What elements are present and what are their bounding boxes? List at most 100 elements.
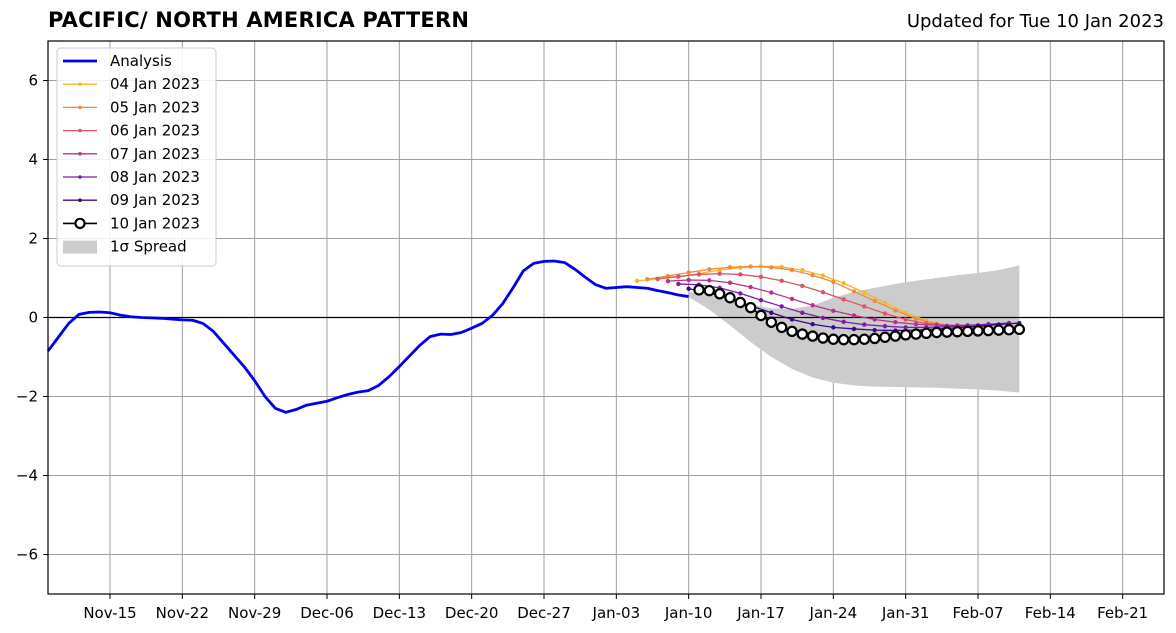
data-point [930, 326, 943, 339]
legend-label: 1σ Spread [110, 238, 187, 256]
x-tick-label: Dec-27 [517, 604, 571, 622]
data-point [910, 328, 922, 340]
data-point [827, 333, 840, 345]
legend-entry: 04 Jan 2023 [63, 75, 200, 93]
legend-label: 08 Jan 2023 [110, 168, 200, 186]
data-point [786, 325, 798, 338]
data-point [800, 283, 805, 289]
x-tick-label: Feb-21 [1097, 604, 1148, 622]
data-point [882, 311, 888, 316]
legend-label: 04 Jan 2023 [110, 75, 200, 93]
x-tick-label: Jan-17 [736, 604, 785, 622]
data-point [851, 313, 857, 318]
data-point [1013, 323, 1026, 336]
data-point [703, 284, 716, 297]
data-point [920, 327, 933, 339]
chart-title: PACIFIC/ NORTH AMERICA PATTERN [48, 8, 470, 32]
data-point [817, 332, 829, 344]
data-point [851, 326, 857, 332]
data-point [727, 280, 733, 285]
legend-entry: 1σ Spread [63, 238, 187, 256]
data-point [665, 278, 671, 284]
data-point [903, 325, 908, 330]
data-point [899, 329, 912, 341]
x-tick-label: Nov-29 [228, 604, 281, 622]
data-point [717, 271, 722, 276]
x-tick-label: Feb-07 [952, 604, 1003, 622]
data-point [758, 297, 764, 303]
data-point [645, 276, 650, 282]
data-point [848, 333, 860, 346]
data-point [862, 304, 867, 309]
data-point [744, 301, 757, 314]
data-point [738, 272, 743, 277]
data-point [800, 267, 805, 273]
x-tick-label: Dec-06 [300, 604, 354, 622]
legend: Analysis 04 Jan 2023 05 Jan 2023 06 Jan 202… [56, 47, 217, 267]
data-point [769, 310, 774, 315]
data-point [738, 291, 743, 296]
data-point [872, 298, 877, 304]
legend-label: 07 Jan 2023 [110, 145, 200, 163]
data-point [769, 265, 774, 270]
series-10-jan-2023 [693, 284, 1026, 346]
series-05-jan-2023 [645, 264, 981, 330]
legend-entry: 06 Jan 2023 [63, 122, 200, 140]
data-point [889, 330, 902, 342]
series-07-jan-2023 [665, 277, 1001, 328]
y-tick-label: 4 [28, 151, 38, 169]
y-tick-label: −6 [16, 546, 38, 564]
y-tick-label: 2 [28, 230, 38, 248]
legend-entry: 08 Jan 2023 [63, 168, 200, 186]
x-tick-label: Nov-22 [156, 604, 209, 622]
legend-entry: 10 Jan 2023 [63, 214, 200, 232]
data-point [903, 317, 908, 322]
data-point [724, 292, 736, 304]
legend-marker [78, 105, 82, 110]
legend-entry: 07 Jan 2023 [63, 145, 200, 163]
data-point [693, 284, 705, 296]
y-tick-label: −4 [16, 467, 38, 485]
data-point [748, 284, 753, 290]
data-point [841, 280, 846, 286]
legend-entry: 09 Jan 2023 [63, 191, 200, 209]
data-point [765, 316, 778, 328]
data-point [841, 297, 846, 302]
x-tick-label: Nov-15 [83, 604, 136, 622]
data-point [789, 317, 795, 322]
data-point [634, 278, 640, 283]
legend-swatch [63, 240, 97, 254]
data-point [758, 274, 764, 280]
legend-entry: 05 Jan 2023 [63, 98, 200, 116]
y-tick-label: 6 [28, 72, 38, 90]
analysis-series [46, 259, 689, 414]
data-point [707, 278, 712, 283]
data-point [882, 323, 888, 329]
y-axis-ticks: −6 −4 −2 0 2 4 6 [16, 72, 48, 564]
data-point [820, 315, 826, 321]
data-point [992, 324, 1005, 336]
data-point [655, 276, 660, 281]
data-point [713, 288, 726, 300]
data-point [913, 316, 919, 321]
legend-label: 09 Jan 2023 [110, 191, 200, 209]
data-point [872, 317, 877, 322]
x-tick-label: Dec-13 [373, 604, 427, 622]
data-point [676, 281, 681, 287]
legend-marker [78, 175, 82, 179]
data-point [841, 319, 846, 325]
data-point [851, 289, 857, 294]
x-tick-label: Feb-14 [1025, 604, 1076, 622]
legend-marker [78, 128, 82, 133]
data-point [831, 308, 836, 313]
data-point [796, 328, 809, 340]
legend-label: 10 Jan 2023 [110, 214, 200, 232]
data-point [800, 310, 805, 315]
data-point [707, 267, 712, 272]
data-point [806, 330, 819, 342]
data-point [862, 290, 867, 295]
data-point [727, 265, 733, 270]
legend-label: 05 Jan 2023 [110, 98, 200, 116]
data-point [868, 332, 881, 345]
